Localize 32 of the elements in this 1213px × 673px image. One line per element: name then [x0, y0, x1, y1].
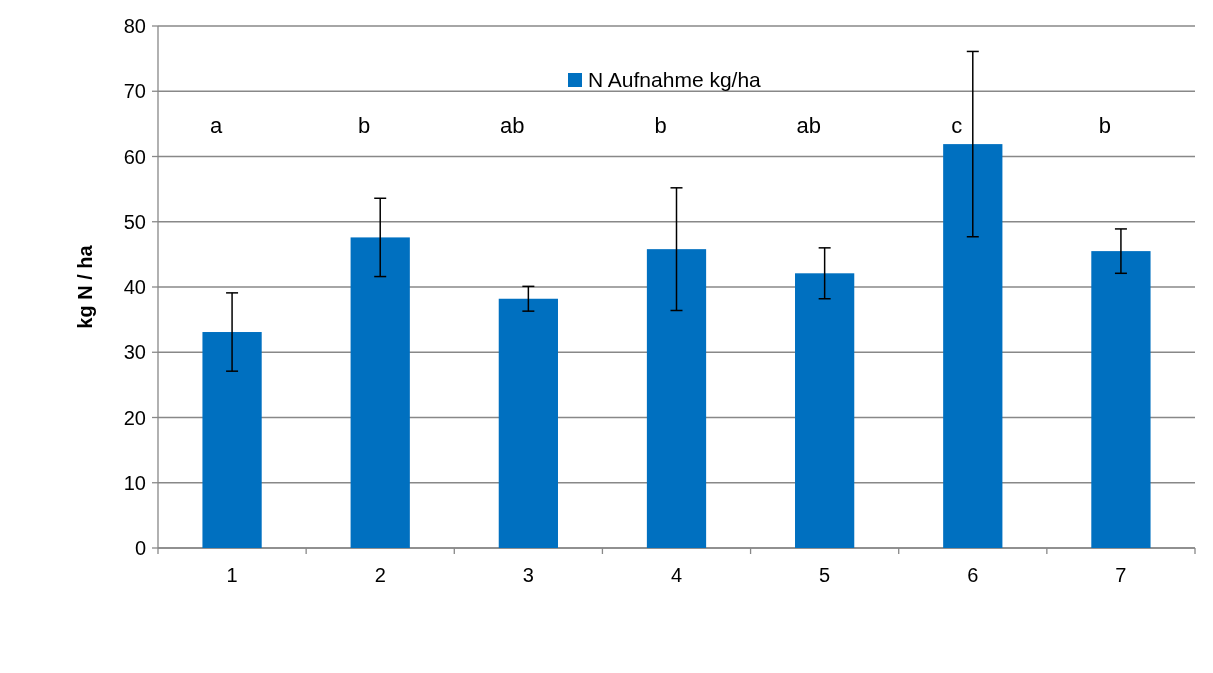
x-tick-label: 1: [226, 564, 238, 586]
bar: [646, 249, 707, 548]
bar: [350, 237, 410, 548]
x-tick-label: 2: [374, 564, 386, 586]
bar: [498, 298, 558, 548]
bar: [202, 332, 262, 548]
y-tick-label: 70: [123, 80, 146, 103]
x-tick-label: 7: [1115, 564, 1127, 586]
annotation: b: [1098, 112, 1112, 138]
y-tick-label: 20: [123, 406, 146, 429]
annotation: c: [951, 112, 963, 138]
x-tick-label: 5: [819, 564, 831, 586]
y-tick-label: 80: [123, 15, 146, 37]
y-tick-label: 30: [123, 341, 146, 364]
y-tick-label: 0: [134, 537, 146, 559]
annotation: b: [358, 112, 371, 138]
annotation: ab: [500, 112, 525, 138]
legend-label: N Aufnahme kg/ha: [588, 68, 762, 92]
bar: [795, 273, 855, 548]
y-tick-label: 10: [123, 471, 146, 494]
y-tick-label: 40: [123, 276, 146, 298]
annotation: a: [209, 112, 223, 138]
y-axis-title: kg N / ha: [74, 244, 96, 329]
bar: [1091, 251, 1151, 548]
annotation: ab: [796, 112, 821, 138]
x-tick-label: 3: [522, 564, 534, 586]
bar: [943, 144, 1003, 548]
x-tick-label: 4: [670, 564, 683, 586]
y-tick-label: 50: [123, 210, 146, 233]
annotation: b: [654, 112, 667, 138]
y-tick-label: 60: [123, 145, 146, 168]
x-tick-label: 6: [967, 564, 979, 586]
